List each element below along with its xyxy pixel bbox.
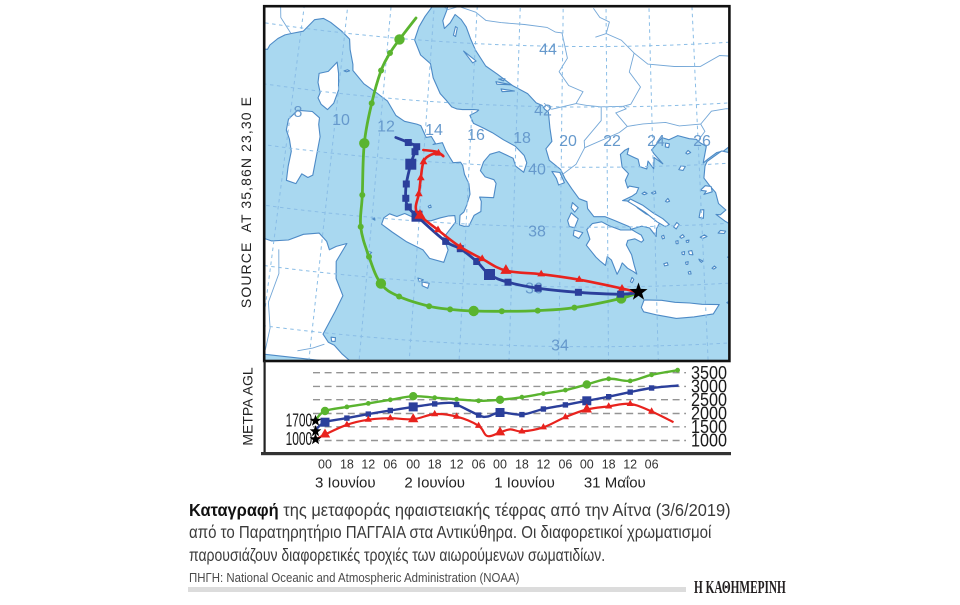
svg-text:14: 14 (425, 122, 443, 139)
svg-text:06: 06 (558, 458, 572, 472)
svg-text:06: 06 (383, 458, 397, 472)
svg-text:20: 20 (559, 133, 577, 150)
svg-text:16: 16 (467, 127, 485, 144)
svg-text:8: 8 (294, 104, 303, 121)
svg-text:18: 18 (428, 458, 442, 472)
svg-text:31 Μαΐου: 31 Μαΐου (584, 475, 646, 492)
svg-text:ΜΕΤΡΑ AGL: ΜΕΤΡΑ AGL (240, 367, 256, 446)
svg-text:2500: 2500 (691, 389, 727, 410)
svg-text:00: 00 (318, 458, 332, 472)
svg-text:SOURCE AT 35,86N 23,30 E: SOURCE AT 35,86N 23,30 E (238, 96, 254, 308)
svg-text:44: 44 (539, 42, 557, 59)
svg-text:2 Ιουνίου: 2 Ιουνίου (404, 475, 465, 492)
svg-text:3 Ιουνίου: 3 Ιουνίου (315, 475, 376, 492)
svg-text:1700: 1700 (286, 409, 313, 430)
svg-text:12: 12 (536, 458, 550, 472)
svg-text:12: 12 (377, 119, 395, 136)
svg-text:06: 06 (645, 458, 659, 472)
svg-text:3000: 3000 (691, 376, 727, 397)
svg-text:10: 10 (332, 112, 350, 129)
svg-text:1000: 1000 (691, 430, 727, 451)
svg-text:12: 12 (361, 458, 375, 472)
svg-text:12: 12 (450, 458, 464, 472)
svg-text:12: 12 (623, 458, 637, 472)
svg-text:40: 40 (528, 162, 546, 179)
svg-text:00: 00 (493, 458, 507, 472)
svg-text:42: 42 (534, 103, 552, 120)
svg-text:24: 24 (647, 133, 665, 150)
svg-text:38: 38 (528, 224, 546, 241)
svg-text:3500: 3500 (691, 362, 727, 383)
svg-text:00: 00 (406, 458, 420, 472)
svg-text:1500: 1500 (691, 416, 727, 437)
svg-text:34: 34 (551, 338, 569, 355)
svg-text:06: 06 (472, 458, 486, 472)
svg-text:18: 18 (340, 458, 354, 472)
svg-text:1000: 1000 (286, 428, 313, 449)
svg-text:00: 00 (580, 458, 594, 472)
svg-text:18: 18 (513, 130, 531, 147)
svg-text:22: 22 (603, 133, 621, 150)
svg-text:18: 18 (602, 458, 616, 472)
svg-text:18: 18 (515, 458, 529, 472)
svg-text:2000: 2000 (691, 403, 727, 424)
svg-text:1 Ιουνίου: 1 Ιουνίου (494, 475, 555, 492)
svg-text:26: 26 (693, 133, 711, 150)
